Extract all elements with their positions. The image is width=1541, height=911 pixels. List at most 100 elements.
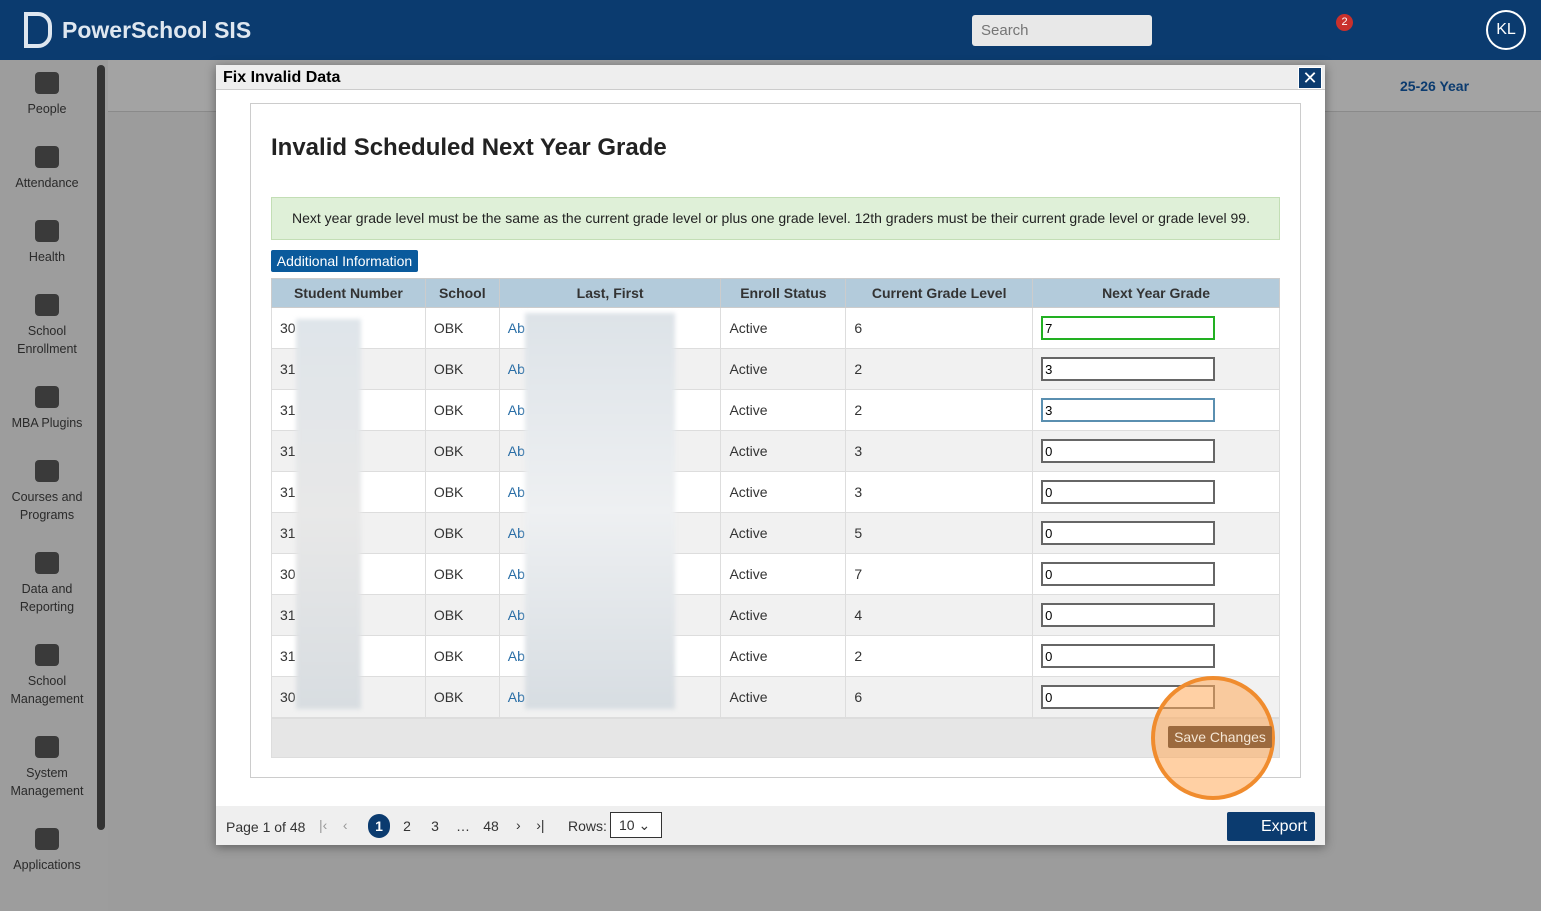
page-link[interactable]: 2 [403, 818, 411, 834]
cell [1032, 635, 1280, 677]
column-header: School [424, 278, 500, 308]
cell: Active [720, 430, 847, 472]
nav-label: People [27, 102, 67, 116]
nav-label: Data and Reporting [19, 582, 75, 614]
info-button[interactable]: Additional Information [271, 250, 418, 272]
cell [1032, 389, 1280, 431]
cell: Active [720, 594, 847, 636]
next-page[interactable]: › ›| [516, 817, 545, 833]
cell: 2 [845, 389, 1034, 431]
table-footer [271, 718, 1280, 758]
nav-icon [35, 736, 59, 758]
cell: Active [720, 635, 847, 677]
nav-label: Courses and Programs [11, 490, 83, 522]
grade-input[interactable] [1041, 521, 1216, 545]
table-row: 31 OBK Ab Active 2 [271, 348, 1280, 390]
table-row: 30 OBK Ab Active 7 [271, 553, 1280, 595]
cell: Active [720, 389, 847, 431]
cell: Active [720, 676, 847, 718]
table-row: 30 OBK Ab Active 6 [271, 307, 1280, 349]
sidebar: People Attendance Health School Enrollment M… [0, 60, 108, 911]
grade-input[interactable] [1041, 398, 1216, 422]
heading: Invalid Scheduled Next Year Grade [271, 134, 667, 161]
column-header: Last, First [498, 278, 722, 308]
app-name: PowerSchool SIS [62, 17, 252, 43]
redaction [296, 319, 361, 709]
grade-input[interactable] [1041, 439, 1216, 463]
nav-item[interactable]: Applications [0, 828, 94, 874]
rows-value: 10 [619, 817, 635, 833]
nav-item[interactable]: School Management [0, 644, 94, 708]
page-link[interactable]: 3 [431, 818, 439, 834]
pages: 1 2 3 … 48 [368, 814, 502, 840]
grade-input[interactable] [1041, 603, 1216, 627]
header: PowerSchool SIS 2 KL [0, 0, 1541, 60]
cell: Active [720, 471, 847, 513]
cell: 2 [845, 348, 1034, 390]
search[interactable] [972, 15, 1152, 46]
grade-input[interactable] [1041, 480, 1216, 504]
nav-label: MBA Plugins [11, 416, 83, 430]
grade-input[interactable] [1041, 644, 1216, 668]
message: Next year grade level must be the same a… [271, 197, 1280, 240]
column-header: Student Number [271, 278, 426, 308]
cell [1032, 307, 1280, 349]
cell: OBK [424, 676, 500, 718]
data-table: Student Number School Last, First Enroll St… [271, 278, 1280, 718]
save-button[interactable]: Save Changes [1168, 726, 1272, 748]
nav-icon [35, 220, 59, 242]
cell [1032, 348, 1280, 390]
nav-item[interactable]: Data and Reporting [0, 552, 94, 616]
cell: 3 [845, 430, 1034, 472]
cell [1032, 430, 1280, 472]
cell [1032, 553, 1280, 595]
table-row: 31 OBK Ab Active 3 [271, 430, 1280, 472]
grade-input[interactable] [1041, 316, 1216, 340]
table-row: 31 OBK Ab Active 2 [271, 635, 1280, 677]
year-selector[interactable]: 25-26 Year [1400, 78, 1470, 94]
nav-item[interactable]: MBA Plugins [0, 386, 94, 432]
first-page[interactable]: |‹ ‹ [319, 817, 348, 833]
table-row: 31 OBK Ab Active 2 [271, 389, 1280, 431]
nav-item[interactable]: People [0, 72, 94, 118]
cell: OBK [424, 389, 500, 431]
pagination-bar: Page 1 of 48 |‹ ‹ 1 2 3 … 48 › ›| Rows: 10 ⌄… [216, 806, 1325, 845]
page-link[interactable]: … [456, 818, 470, 834]
cell: 5 [845, 512, 1034, 554]
table-row: 31 OBK Ab Active 4 [271, 594, 1280, 636]
page-link[interactable]: 1 [368, 814, 390, 838]
cell: OBK [424, 594, 500, 636]
nav-icon [35, 460, 59, 482]
nav-label: School Enrollment [17, 324, 77, 356]
column-header: Next Year Grade [1032, 278, 1280, 308]
grade-input[interactable] [1041, 357, 1216, 381]
grade-input[interactable] [1041, 562, 1216, 586]
export-button[interactable]: Export [1227, 812, 1315, 841]
nav-item[interactable]: Attendance [0, 146, 94, 192]
user-avatar[interactable]: KL [1486, 10, 1526, 50]
cell: OBK [424, 553, 500, 595]
nav-item[interactable]: School Enrollment [0, 294, 94, 358]
rows-select[interactable]: 10 ⌄ [610, 812, 662, 838]
nav-label: Attendance [15, 176, 79, 190]
alert-badge: 2 [1336, 14, 1353, 31]
dialog-title: Fix Invalid Data [216, 65, 1325, 90]
dialog: Fix Invalid Data ✕ Invalid Scheduled Nex… [216, 65, 1325, 845]
cell: 3 [845, 471, 1034, 513]
nav-label: System Management [10, 766, 84, 798]
nav-item[interactable]: System Management [0, 736, 94, 800]
cell: 6 [845, 307, 1034, 349]
cell: OBK [424, 430, 500, 472]
cell: OBK [424, 471, 500, 513]
scrollbar [97, 65, 105, 830]
nav-item[interactable]: Health [0, 220, 94, 266]
close-button[interactable]: ✕ [1298, 67, 1322, 89]
nav-label: Applications [13, 858, 81, 872]
cell: OBK [424, 635, 500, 677]
nav-item[interactable]: Courses and Programs [0, 460, 94, 524]
nav-label: School Management [10, 674, 84, 706]
cell: Active [720, 512, 847, 554]
table-row: 30 OBK Ab Active 6 [271, 676, 1280, 718]
page-link[interactable]: 48 [483, 818, 499, 834]
